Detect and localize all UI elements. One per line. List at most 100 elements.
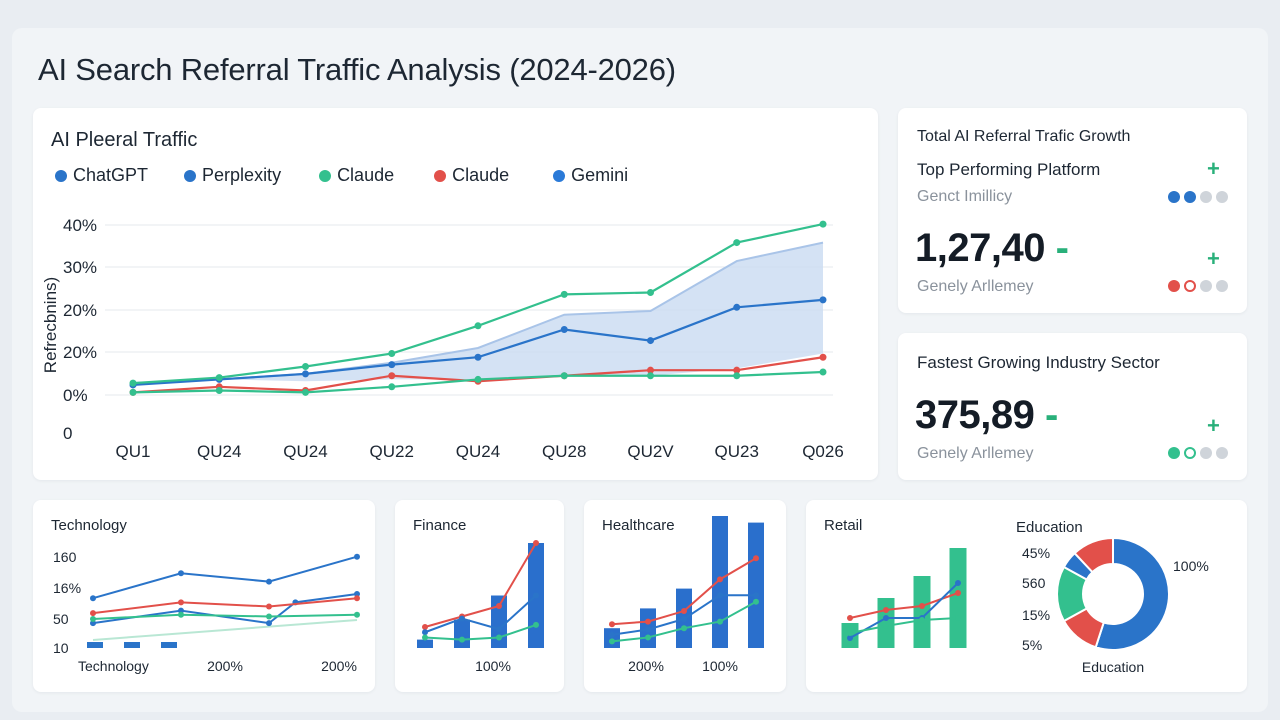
data-point <box>560 325 568 333</box>
data-point <box>717 592 723 599</box>
data-point <box>609 631 615 638</box>
data-point <box>354 611 360 618</box>
y-tick-label: 40% <box>63 216 97 235</box>
data-point <box>733 366 741 374</box>
data-point <box>681 608 687 615</box>
growth-number: 1,27,40 <box>915 226 1045 270</box>
data-point <box>474 375 482 383</box>
data-point <box>129 379 137 387</box>
data-point <box>533 621 539 628</box>
technology-card: Technology 10 50 16% 160 Technology 200% 200% <box>33 500 375 692</box>
data-point <box>474 353 482 361</box>
bar <box>604 628 620 648</box>
main-line-chart: 0 0% 20% 20% 30% 40% QU1 QU24 QU24 QU22 QU24 QU28 QU… <box>63 216 844 461</box>
x-tick-label: QU22 <box>370 442 414 461</box>
legend-item-claude-green[interactable]: Claude <box>319 165 394 186</box>
growth-card: Total AI Referral Trafic Growth Top Perf… <box>898 108 1247 313</box>
growth-subtext: Genely Arllemey <box>917 278 1034 295</box>
data-point <box>90 595 96 602</box>
dash-mark: - <box>1044 393 1058 437</box>
sector-number: 375,89 <box>915 393 1035 437</box>
data-point <box>354 591 360 598</box>
legend-label: Perplexity <box>202 165 282 185</box>
trend-line <box>92 619 358 641</box>
retail-education-card: Retail Education 45% 560 15% 5% 100% Educatio… <box>806 500 1247 692</box>
data-point <box>819 353 827 361</box>
data-point <box>354 595 360 602</box>
y-tick-label: 20% <box>63 343 97 362</box>
data-point <box>459 636 465 643</box>
legend-item-claude-red[interactable]: Claude <box>434 165 509 186</box>
data-point <box>955 615 961 621</box>
data-point <box>178 607 184 614</box>
legend-label: Claude <box>452 165 510 185</box>
series-line <box>849 617 959 634</box>
legend-dot <box>55 169 67 182</box>
data-point <box>919 603 925 609</box>
legend-label: ChatGPT <box>73 165 149 185</box>
mini-chart-title: Finance <box>413 517 467 534</box>
finance-chart: 100% <box>417 540 544 674</box>
y-tick-label: 16% <box>53 580 81 596</box>
status-dot <box>1168 447 1180 459</box>
data-point <box>955 590 961 596</box>
series-line <box>424 542 537 628</box>
y-tick-label: 20% <box>63 301 97 320</box>
data-point <box>215 374 223 382</box>
bar <box>491 595 507 648</box>
y-tick-label: 50 <box>53 611 69 627</box>
data-point <box>883 607 889 613</box>
data-point <box>647 366 654 374</box>
legend-dot <box>434 169 447 182</box>
y-tick-label: 160 <box>53 549 77 565</box>
dash-mark: - <box>1055 226 1069 270</box>
main-chart-legend: ChatGPT Perplexity Claude Claude Gemini <box>55 165 628 186</box>
sector-card: Fastest Growing Industry Sector 375,89 -… <box>898 333 1247 480</box>
y-tick-label: 0% <box>63 386 88 405</box>
data-point <box>753 592 759 599</box>
x-tick-label: QU24 <box>456 442 500 461</box>
x-tick-label: 200% <box>628 658 664 674</box>
data-point <box>302 370 309 378</box>
growth-value: 1,27,40 - <box>915 226 1069 271</box>
data-point <box>717 576 723 583</box>
series-line <box>849 582 959 639</box>
legend-dot <box>319 169 332 182</box>
legend-item-perplexity[interactable]: Perplexity <box>184 165 281 186</box>
data-point <box>302 362 309 370</box>
data-point <box>733 239 741 247</box>
chart-subtitle: Education <box>1082 659 1144 675</box>
legend-item-gemini[interactable]: Gemini <box>553 165 628 186</box>
data-point <box>645 634 651 641</box>
y-tick-label: 10 <box>53 640 69 656</box>
plus-icon[interactable]: + <box>1207 413 1220 438</box>
data-point <box>422 634 428 641</box>
data-point <box>266 603 272 610</box>
plus-icon[interactable]: + <box>1207 246 1220 271</box>
mini-chart-title: Retail <box>824 517 863 534</box>
data-point <box>609 638 615 645</box>
data-point <box>266 613 272 620</box>
status-dot <box>1216 447 1228 459</box>
data-point <box>883 615 889 621</box>
data-point <box>422 624 428 630</box>
x-tick-label: QU23 <box>715 442 759 461</box>
data-point <box>819 220 827 228</box>
plus-icon[interactable]: + <box>1207 156 1220 181</box>
data-point <box>459 615 465 622</box>
data-point <box>847 635 853 641</box>
x-tick-label: QU2V <box>627 442 674 461</box>
data-point <box>178 599 184 606</box>
y-tick-label: 560 <box>1022 575 1046 591</box>
data-point <box>819 368 827 376</box>
x-tick-label: Q026 <box>802 442 844 461</box>
healthcare-card: Healthcare 200% 100% <box>584 500 786 692</box>
bar <box>87 642 103 648</box>
legend-item-chatgpt[interactable]: ChatGPT <box>55 165 148 186</box>
status-dots <box>1168 280 1228 292</box>
status-dot <box>1184 280 1196 292</box>
data-point <box>178 611 184 618</box>
mini-chart-title: Education <box>1016 519 1083 536</box>
data-point <box>733 303 741 311</box>
data-point <box>733 372 741 380</box>
